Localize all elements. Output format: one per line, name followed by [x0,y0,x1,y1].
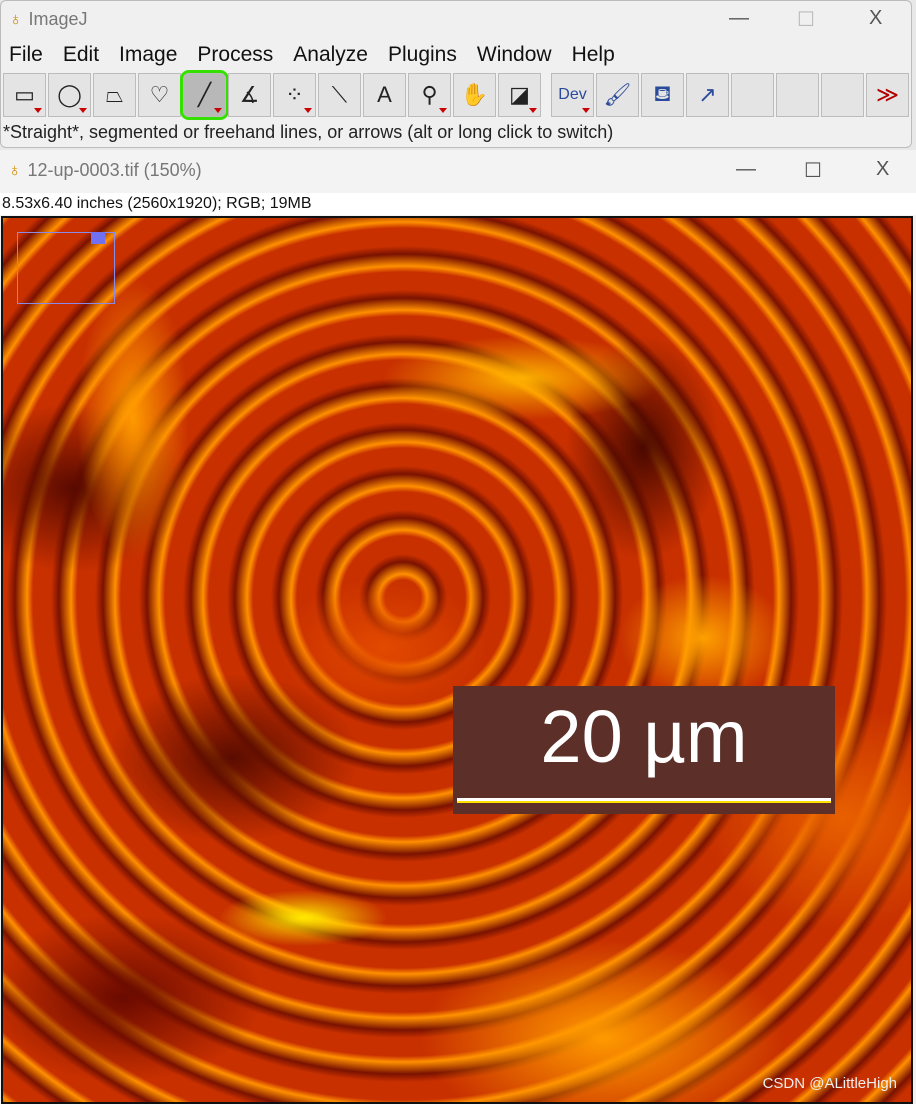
arrow-tool-button[interactable]: ↗ [686,73,729,117]
watermark: CSDN @ALittleHigh [762,1075,897,1092]
close-button[interactable]: X [876,158,890,180]
rectangle-tool-button[interactable]: ▭ [3,73,46,117]
image-info: 8.53x6.40 inches (2560x1920); RGB; 19MB [0,193,916,215]
minimize-button[interactable]: — [736,158,756,180]
wand-icon: ⟍ [331,82,348,107]
freehand-icon: ♡ [149,82,170,107]
multipoint-icon: ⁘ [285,82,304,107]
image-window: ♁ 12-up-0003.tif (150%) — ☐ X 8.53x6.40 i… [0,150,916,1104]
status-bar: *Straight*, segmented or freehand lines,… [3,122,614,142]
arrow-icon: ↗ [698,82,717,107]
wand-tool-button[interactable]: ⟍ [318,73,361,117]
line-tool-button[interactable]: ╱ [180,70,229,120]
imagej-main-window: ♁ ImageJ — ☐ X File Edit Image Process Analyz… [0,0,912,148]
dropdown-indicator-icon [214,108,222,113]
menu-edit[interactable]: Edit [62,43,100,66]
empty-tool-button[interactable] [776,73,819,117]
maximize-button[interactable]: ☐ [797,9,815,31]
dropdown-indicator-icon [439,108,447,113]
text-tool-button[interactable]: A [363,73,406,117]
polygon-tool-button[interactable]: ⏢ [93,73,136,117]
minimize-button[interactable]: — [729,7,749,29]
rectangle-icon: ▭ [14,82,35,107]
color-picker-icon: ◪ [509,82,530,107]
menu-help[interactable]: Help [571,43,615,66]
scale-bar: 20 µm [453,686,835,814]
more-icon: ≫ [875,82,900,107]
text-icon: A [377,82,392,107]
microscope-icon: ♁ [9,9,23,29]
image-canvas[interactable]: 20 µm CSDN @ALittleHigh [1,216,913,1104]
dropdown-indicator-icon [529,108,537,113]
menu-bar: File Edit Image Process Analyze Plugins Window… [9,43,635,67]
menu-analyze[interactable]: Analyze [293,43,368,66]
dropdown-indicator-icon [304,108,312,113]
hand-tool-button[interactable]: ✋ [453,73,496,117]
color-picker-tool-button[interactable]: ◪ [498,73,541,117]
line-icon: ╱ [197,82,212,107]
menu-file[interactable]: File [9,43,43,66]
freehand-tool-button[interactable]: ♡ [138,73,181,117]
scale-bar-label: 20 µm [540,695,748,778]
more-tool-button[interactable]: ≫ [866,73,909,117]
image-window-title: ♁ 12-up-0003.tif (150%) [8,160,202,180]
menu-plugins[interactable]: Plugins [387,43,457,66]
window-title: ♁ ImageJ [9,9,88,29]
oval-icon: ◯ [57,82,82,107]
dev-icon: Dev [558,86,587,103]
dropdown-indicator-icon [582,108,590,113]
dropdown-indicator-icon [79,108,87,113]
magnifier-icon: ⚲ [421,82,438,107]
flood-fill-tool-button[interactable]: ⛾ [641,73,684,117]
menu-image[interactable]: Image [119,43,178,66]
multipoint-tool-button[interactable]: ⁘ [273,73,316,117]
maximize-button[interactable]: ☐ [804,160,822,182]
angle-icon: ∡ [239,82,260,107]
menu-window[interactable]: Window [476,43,552,66]
microscope-icon: ♁ [8,160,22,180]
brush-tool-button[interactable]: 🖌 [596,73,639,117]
dev-tool-button[interactable]: Dev [551,73,594,117]
dropdown-indicator-icon [34,108,42,113]
close-button[interactable]: X [869,7,883,29]
menu-process[interactable]: Process [197,43,274,66]
roi-rectangle[interactable] [17,232,115,304]
flood-fill-icon: ⛾ [653,80,672,106]
polygon-icon: ⏢ [105,82,124,107]
oval-tool-button[interactable]: ◯ [48,73,91,117]
hand-icon: ✋ [460,82,489,107]
magnifier-tool-button[interactable]: ⚲ [408,73,451,117]
scale-bar-line[interactable] [457,798,831,803]
angle-tool-button[interactable]: ∡ [228,73,271,117]
roi-handle[interactable] [91,232,105,244]
empty-tool-button[interactable] [731,73,774,117]
empty-tool-button[interactable] [821,73,864,117]
brush-icon: 🖌 [603,82,632,107]
